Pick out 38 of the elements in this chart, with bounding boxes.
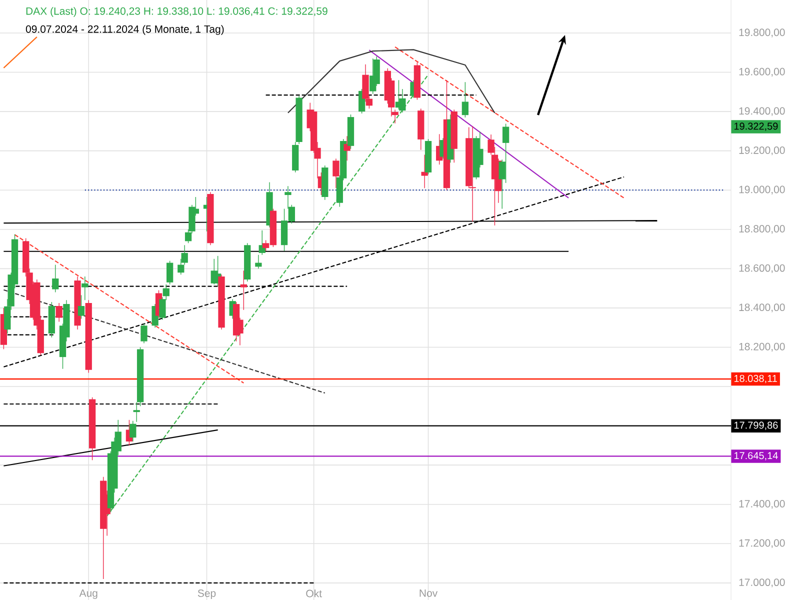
y-tick-label: 19.800,00 <box>739 28 785 38</box>
ref-line-label: 17.799,86 <box>734 422 778 430</box>
y-tick-label: 18.600,00 <box>739 264 785 274</box>
y-tick-label: 19.200,00 <box>739 146 785 156</box>
y-tick-label: 18.400,00 <box>739 304 785 312</box>
candlestick <box>133 402 140 422</box>
candlestick <box>166 260 174 285</box>
text: 19.322,59 <box>734 122 778 131</box>
text: DAX (Last) O: 19.240,23 H: 19.338,10 L: 19.036,41 C: 19.322,59 <box>26 7 328 17</box>
y-tick-label: 19.600,00 <box>739 68 785 77</box>
y-tick-label: 19.400,00 <box>739 107 785 116</box>
candlestick <box>240 270 247 310</box>
x-tick-label: Okt <box>306 590 322 598</box>
candlestick <box>130 420 136 442</box>
candlestick <box>56 302 62 322</box>
candlestick <box>82 276 88 300</box>
x-tick-label: Nov <box>420 590 438 597</box>
candlestick <box>255 254 262 270</box>
candlestick <box>52 264 59 293</box>
x-tick-label: Sep <box>198 590 216 600</box>
y-tick-label: 17.000,00 <box>739 578 785 588</box>
y-tick-label: 17.400,00 <box>739 500 785 509</box>
y-tick-label: 17.200,00 <box>739 539 785 548</box>
y-tick-label: 18.200,00 <box>739 342 785 352</box>
candlestick <box>462 82 469 118</box>
candlestick <box>344 136 350 161</box>
ref-line-label: 18.038,11 <box>734 374 777 384</box>
candlestick <box>140 323 148 344</box>
candlestick <box>78 294 85 320</box>
candlestick <box>332 158 340 188</box>
candlestick <box>502 123 510 184</box>
ref-line-label: 17.645,14 <box>734 452 778 460</box>
y-tick-label: 18.800,00 <box>739 225 785 234</box>
x-tick-label: Aug <box>79 590 98 599</box>
candlestick <box>421 154 428 188</box>
text: 09.07.2024 - 22.11.2024 (5 Monate, 1 Tag) <box>26 25 224 35</box>
line-series <box>287 49 496 114</box>
y-tick-label: 19.000,00 <box>739 186 785 194</box>
